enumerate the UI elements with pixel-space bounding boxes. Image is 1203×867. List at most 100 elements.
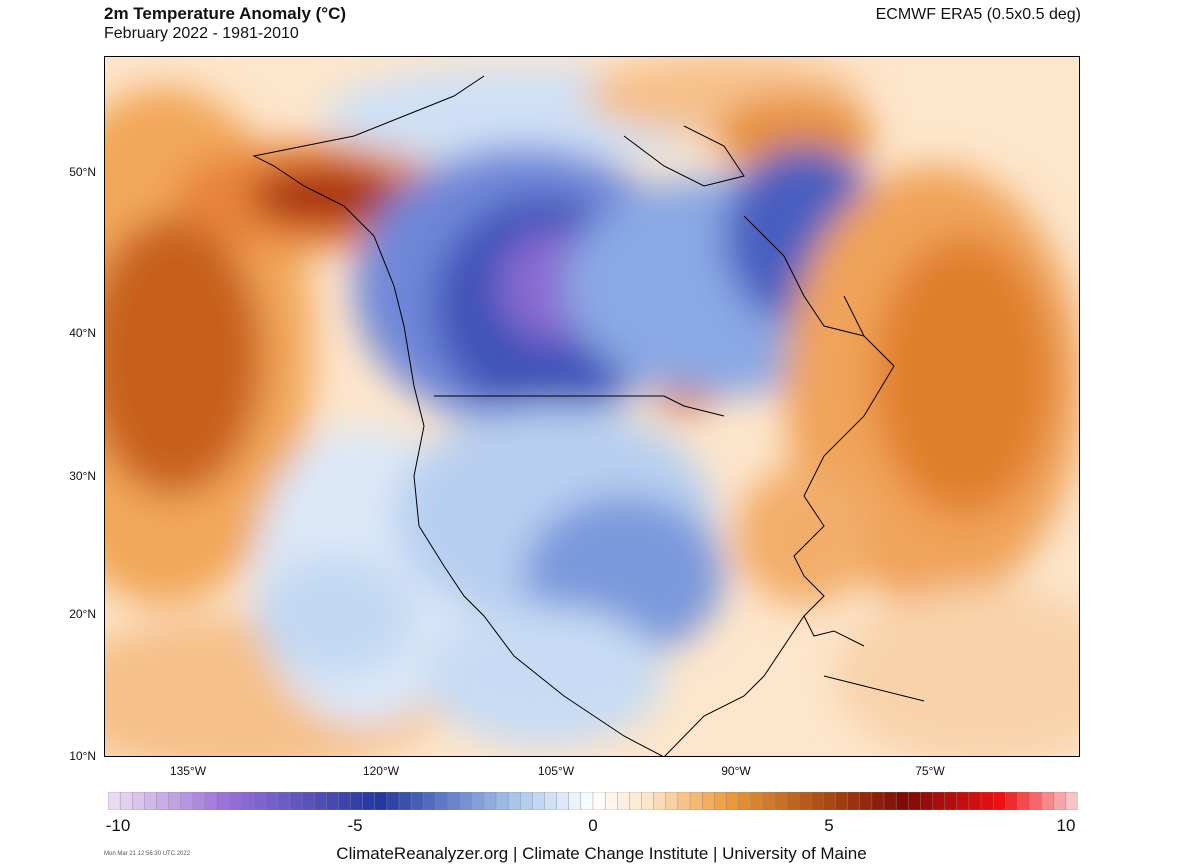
colorbar-swatch	[859, 792, 873, 810]
colorbar-swatch	[350, 792, 364, 810]
lat-label-40n: 40°N	[69, 326, 96, 340]
colorbar-swatch	[544, 792, 558, 810]
lat-label-50n: 50°N	[69, 165, 96, 179]
colorbar-swatch	[823, 792, 837, 810]
coastlines	[252, 75, 925, 757]
colorbar-swatch	[762, 792, 776, 810]
colorbar-label-zero: 0	[588, 816, 598, 835]
colorbar-swatch	[944, 792, 958, 810]
temperature-anomaly-map	[104, 56, 1080, 757]
colorbar-swatch	[1029, 792, 1043, 810]
colorbar-swatch	[265, 792, 279, 810]
colorbar-swatch	[1053, 792, 1067, 810]
colorbar-swatch	[156, 792, 170, 810]
colorbar-swatch	[604, 792, 618, 810]
colorbar-swatch	[119, 792, 133, 810]
colorbar-swatch	[653, 792, 667, 810]
colorbar-swatch	[362, 792, 376, 810]
colorbar-swatch	[459, 792, 473, 810]
colorbar-swatch	[847, 792, 861, 810]
lon-label-105w: 105°W	[537, 764, 575, 778]
colorbar-swatch	[132, 792, 145, 810]
colorbar-swatch	[689, 792, 703, 810]
lon-label-75w: 75°W	[915, 764, 945, 778]
colorbar-swatch	[1041, 792, 1055, 810]
colorbar-swatch	[410, 792, 424, 810]
colorbar-swatch	[192, 792, 206, 810]
lon-label-120w: 120°W	[362, 764, 400, 778]
lat-label-10n: 10°N	[69, 749, 96, 763]
map-subtitle: February 2022 - 1981-2010	[104, 25, 299, 42]
colorbar-swatch	[665, 792, 679, 810]
colorbar-swatch	[968, 792, 982, 810]
colorbar-swatch	[592, 792, 606, 810]
colorbar-swatch	[701, 792, 715, 810]
colorbar-swatch	[168, 792, 182, 810]
colorbar-swatch	[435, 792, 449, 810]
colorbar-swatch	[1017, 792, 1031, 810]
colorbar-swatch	[326, 792, 339, 810]
colorbar-swatch	[241, 792, 255, 810]
colorbar-swatch	[495, 792, 509, 810]
colorbar-swatch	[204, 792, 218, 810]
colorbar-swatch	[338, 792, 352, 810]
colorbar-swatch	[580, 792, 594, 810]
colorbar-swatch	[726, 792, 740, 810]
credit-line: ClimateReanalyzer.org | Climate Change I…	[336, 844, 867, 863]
colorbar-swatch	[786, 792, 800, 810]
map-frame	[104, 56, 1080, 757]
colorbar-swatch	[750, 792, 764, 810]
colorbar-swatch	[386, 792, 400, 810]
colorbar-swatch	[920, 792, 934, 810]
colorbar-swatch	[956, 792, 970, 810]
colorbar-label-neg5: -5	[347, 816, 363, 835]
colorbar-swatch	[798, 792, 812, 810]
lon-label-90w: 90°W	[721, 764, 751, 778]
colorbar-swatch	[313, 792, 327, 810]
colorbar-swatch	[568, 792, 582, 810]
colorbar	[108, 792, 1078, 810]
colorbar-swatch	[1005, 792, 1018, 810]
colorbar-swatch	[811, 792, 824, 810]
colorbar-swatch	[447, 792, 461, 810]
colorbar-swatch	[908, 792, 921, 810]
colorbar-swatch	[253, 792, 267, 810]
colorbar-swatch	[980, 792, 994, 810]
colorbar-swatch	[932, 792, 946, 810]
colorbar-swatch	[629, 792, 643, 810]
colorbar-swatch	[398, 792, 412, 810]
lat-label-30n: 30°N	[69, 469, 96, 483]
colorbar-swatch	[895, 792, 909, 810]
colorbar-swatch	[1065, 792, 1078, 810]
colorbar-swatch	[835, 792, 849, 810]
colorbar-swatch	[532, 792, 546, 810]
colorbar-swatch	[108, 792, 121, 810]
colorbar-swatch	[883, 792, 897, 810]
colorbar-swatch	[992, 792, 1006, 810]
anomaly-field	[104, 56, 1080, 757]
colorbar-swatch	[289, 792, 303, 810]
colorbar-swatch	[617, 792, 630, 810]
colorbar-swatch	[423, 792, 436, 810]
colorbar-swatch	[507, 792, 521, 810]
colorbar-swatch	[277, 792, 291, 810]
timestamp: Mon Mar 21 12:56:30 UTC 2022	[104, 851, 191, 857]
colorbar-swatch	[144, 792, 158, 810]
colorbar-swatch	[556, 792, 570, 810]
colorbar-swatch	[774, 792, 788, 810]
colorbar-swatch	[229, 792, 242, 810]
colorbar-swatch	[180, 792, 194, 810]
colorbar-swatch	[738, 792, 752, 810]
colorbar-swatch	[483, 792, 497, 810]
lat-label-20n: 20°N	[69, 607, 96, 621]
map-title: 2m Temperature Anomaly (°C)	[104, 4, 347, 23]
colorbar-label-min: -10	[105, 816, 131, 835]
colorbar-label-pos5: 5	[824, 816, 834, 835]
lon-label-135w: 135°W	[169, 764, 207, 778]
colorbar-swatch	[871, 792, 885, 810]
colorbar-swatch	[374, 792, 388, 810]
colorbar-swatch	[677, 792, 691, 810]
colorbar-swatch	[714, 792, 727, 810]
colorbar-swatch	[641, 792, 655, 810]
colorbar-label-max: 10	[1056, 816, 1076, 835]
